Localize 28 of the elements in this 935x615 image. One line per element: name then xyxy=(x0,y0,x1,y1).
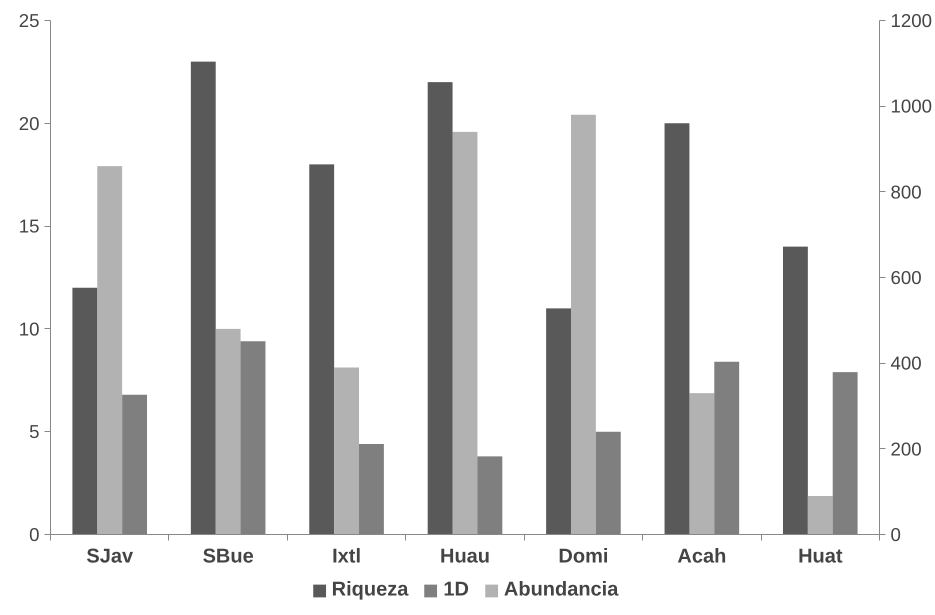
y2-tick-label: 400 xyxy=(890,352,922,374)
y2-tick-label: 200 xyxy=(890,438,922,460)
x-tick-label: Ixtl xyxy=(332,546,362,568)
y-tick-label: 20 xyxy=(18,112,40,134)
bar xyxy=(664,123,690,534)
y2-tick-label: 600 xyxy=(890,267,922,288)
x-tick-label: Domi xyxy=(558,546,608,568)
x-tick-label: Acah xyxy=(677,546,726,568)
x-tick-label: Huat xyxy=(798,546,843,568)
bar xyxy=(309,164,334,534)
y2-tick-label: 0 xyxy=(890,524,901,545)
y-tick-label: 0 xyxy=(29,524,40,545)
x-tick-label: SJav xyxy=(86,546,134,568)
legend-label: 1D xyxy=(443,578,469,602)
bar xyxy=(808,496,833,534)
x-tick-label: Huau xyxy=(440,546,490,568)
y-tick-label: 15 xyxy=(18,216,40,237)
bar xyxy=(190,62,216,534)
y2-tick-label: 1200 xyxy=(890,10,932,31)
y2-tick-label: 1000 xyxy=(890,96,932,117)
x-tick-label: SBue xyxy=(202,546,254,568)
bar xyxy=(782,246,808,534)
y-tick-label: 5 xyxy=(29,421,40,442)
legend-label: Riqueza xyxy=(332,578,408,602)
y2-tick-label: 800 xyxy=(890,181,922,202)
legend-label: Abundancia xyxy=(504,578,618,602)
y-tick-label: 25 xyxy=(18,10,40,31)
y-tick-label: 10 xyxy=(18,318,40,340)
